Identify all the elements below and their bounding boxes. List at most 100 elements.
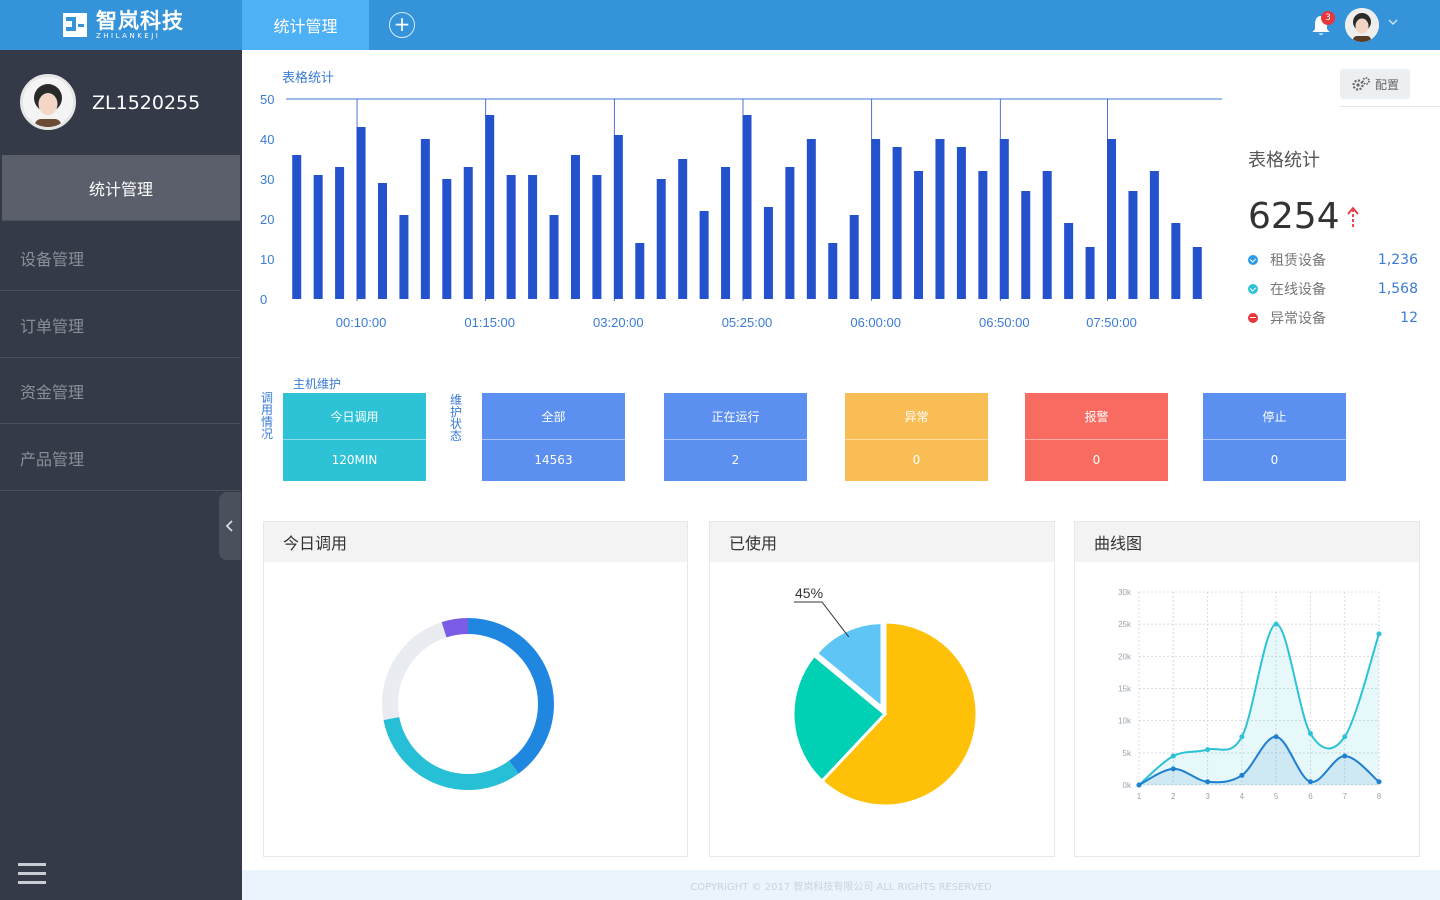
bar bbox=[1042, 171, 1052, 299]
bar bbox=[335, 167, 345, 299]
line-point bbox=[1239, 734, 1245, 740]
bar bbox=[678, 159, 688, 299]
tab-statistics[interactable]: 统计管理 bbox=[242, 0, 369, 50]
status-box-alarm[interactable]: 报警 0 bbox=[1025, 393, 1168, 481]
y-tick-label: 10k bbox=[1118, 717, 1132, 726]
chevron-down-icon[interactable] bbox=[1386, 15, 1400, 29]
line-point bbox=[1170, 766, 1176, 772]
config-button[interactable]: 配置 bbox=[1340, 69, 1410, 99]
line-point bbox=[1307, 779, 1313, 785]
stat-label: 租赁设备 bbox=[1270, 252, 1326, 269]
status-box-value: 14563 bbox=[534, 453, 573, 467]
avatar[interactable] bbox=[1345, 8, 1379, 42]
pie-slice bbox=[814, 621, 884, 711]
check-circle-icon bbox=[1248, 283, 1258, 294]
user-name: ZL1520255 bbox=[92, 92, 201, 114]
notification-badge: 3 bbox=[1321, 11, 1335, 25]
bar bbox=[377, 183, 387, 299]
sidebar-item-devices[interactable]: 设备管理 bbox=[0, 225, 240, 291]
stat-label: 异常设备 bbox=[1270, 310, 1326, 327]
user-avatar-image bbox=[23, 77, 73, 127]
bar bbox=[592, 175, 602, 299]
sidebar: ZL1520255 统计管理 设备管理 订单管理 资金管理 产品管理 bbox=[0, 50, 242, 900]
bar bbox=[1192, 247, 1202, 299]
bar bbox=[978, 171, 988, 299]
stat-value: 1,236 bbox=[1377, 251, 1418, 268]
line-point bbox=[1136, 782, 1142, 788]
y-tick-label: 5k bbox=[1123, 749, 1132, 758]
plus-circle-icon[interactable]: + bbox=[389, 12, 415, 38]
bar bbox=[656, 179, 666, 299]
arrow-up-icon bbox=[1346, 206, 1359, 227]
x-tick-label: 00:10:00 bbox=[336, 315, 387, 330]
line-point bbox=[1273, 621, 1279, 627]
bar bbox=[485, 115, 495, 299]
line-point bbox=[1342, 734, 1348, 740]
bar bbox=[699, 211, 709, 299]
x-tick-label: 5 bbox=[1274, 792, 1279, 801]
bar bbox=[613, 135, 623, 299]
menu-icon[interactable] bbox=[18, 860, 46, 888]
sidebar-item-orders[interactable]: 订单管理 bbox=[0, 292, 240, 358]
status-box-all[interactable]: 全部 14563 bbox=[482, 393, 625, 481]
status-box-title: 报警 bbox=[1025, 393, 1168, 440]
sidebar-item-statistics[interactable]: 统计管理 bbox=[2, 155, 240, 221]
status-box-title: 正在运行 bbox=[664, 393, 807, 440]
stats-title: 表格统计 bbox=[1248, 150, 1320, 171]
pie-slice bbox=[791, 653, 888, 784]
bar bbox=[549, 215, 559, 299]
status-box-running[interactable]: 正在运行 2 bbox=[664, 393, 807, 481]
pie-chart: 45% bbox=[791, 585, 979, 808]
line-point bbox=[1376, 631, 1382, 637]
bar bbox=[506, 175, 516, 299]
card-curve: 曲线图 0k 5k 10k 15k 20k 25k 30k 1 2 3 4 5 6 7 8 bbox=[1074, 521, 1420, 857]
minus-circle-icon bbox=[1248, 312, 1258, 323]
x-tick-label: 06:00:00 bbox=[850, 315, 901, 330]
status-box-stopped[interactable]: 停止 0 bbox=[1203, 393, 1346, 481]
logo-subname: ZHILANKEJI bbox=[96, 31, 161, 40]
bar bbox=[828, 243, 838, 299]
line-point bbox=[1342, 753, 1348, 759]
bar bbox=[956, 147, 966, 299]
line-series bbox=[1138, 735, 1380, 786]
y-tick-label: 20k bbox=[1118, 652, 1132, 661]
card-title: 今日调用 bbox=[264, 522, 687, 562]
sidebar-item-funds[interactable]: 资金管理 bbox=[0, 358, 240, 424]
collapse-sidebar-button[interactable] bbox=[219, 492, 241, 560]
sidebar-avatar[interactable] bbox=[20, 74, 76, 130]
y-tick-label: 50 bbox=[260, 92, 274, 107]
status-box-today-calls[interactable]: 今日调用 120MIN bbox=[283, 393, 426, 481]
bar bbox=[1085, 247, 1095, 299]
line-point bbox=[1307, 731, 1313, 737]
bar bbox=[420, 139, 430, 299]
status-box-abnormal[interactable]: 异常 0 bbox=[845, 393, 988, 481]
bar bbox=[806, 139, 816, 299]
bar bbox=[463, 167, 473, 299]
bar bbox=[313, 175, 323, 299]
line-point bbox=[1170, 753, 1176, 759]
x-tick-label: 2 bbox=[1171, 792, 1176, 801]
chart-title: 表格统计 bbox=[282, 71, 335, 86]
logo[interactable]: 智岚科技 ZHILANKEJI bbox=[60, 8, 190, 42]
bar bbox=[742, 115, 752, 299]
bar bbox=[849, 215, 859, 299]
bar bbox=[1107, 139, 1117, 299]
status-box-title: 全部 bbox=[482, 393, 625, 440]
y-tick-label: 15k bbox=[1118, 685, 1132, 694]
sidebar-item-products[interactable]: 产品管理 bbox=[0, 425, 240, 491]
x-tick-label: 07:50:00 bbox=[1086, 315, 1137, 330]
bar bbox=[399, 215, 409, 299]
logo-name: 智岚科技 bbox=[96, 8, 184, 33]
bar bbox=[1128, 191, 1138, 299]
bar bbox=[292, 155, 302, 299]
status-box-value: 2 bbox=[731, 453, 740, 467]
stat-row: 异常设备 12 bbox=[1248, 303, 1418, 332]
pie-slice bbox=[819, 620, 979, 808]
maintenance-status-label: 维护状态 bbox=[449, 393, 462, 443]
y-tick-label: 10 bbox=[260, 252, 274, 267]
bar bbox=[785, 167, 795, 299]
status-box-value: 120MIN bbox=[331, 453, 378, 467]
user-avatar-image bbox=[1345, 8, 1379, 42]
x-tick-label: 01:15:00 bbox=[464, 315, 515, 330]
y-tick-label: 40 bbox=[260, 132, 274, 147]
